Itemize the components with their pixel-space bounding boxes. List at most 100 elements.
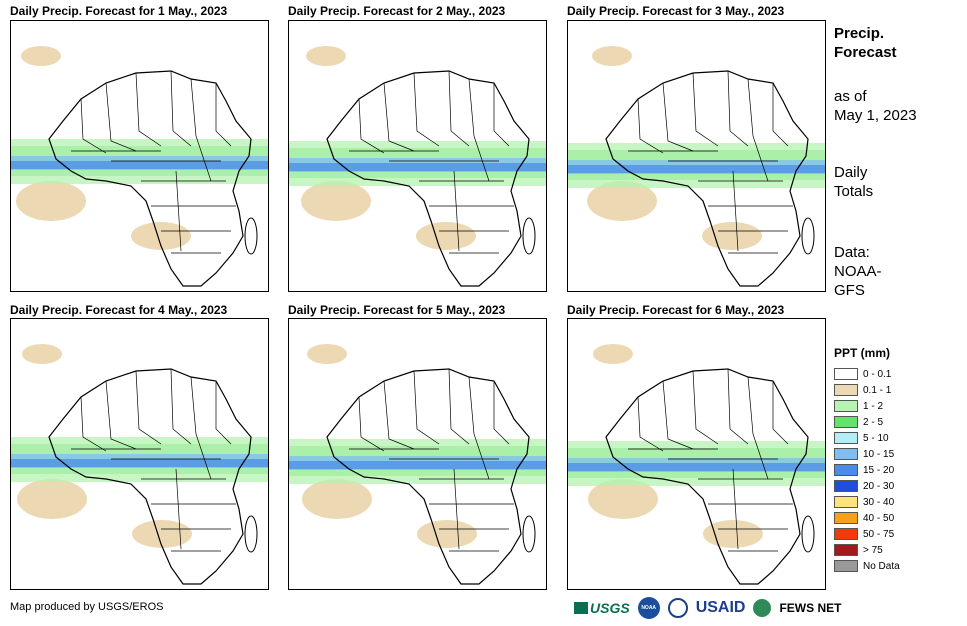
legend-swatch bbox=[834, 368, 858, 380]
country-border bbox=[358, 98, 385, 154]
dry-area bbox=[306, 46, 346, 66]
precip-map bbox=[567, 318, 826, 590]
panel-title: Daily Precip. Forecast for 6 May., 2023 bbox=[567, 303, 785, 317]
madagascar bbox=[244, 515, 258, 553]
totals-line: Daily bbox=[834, 164, 868, 181]
dry-area bbox=[301, 181, 371, 221]
dry-area bbox=[703, 520, 763, 548]
dry-area bbox=[307, 344, 347, 364]
sidebar-data-source: Data: NOAA- GFS bbox=[834, 243, 882, 300]
legend-swatch bbox=[834, 448, 858, 460]
dry-area bbox=[16, 181, 86, 221]
legend-label: > 75 bbox=[863, 544, 883, 556]
rain-band bbox=[11, 459, 268, 467]
country-border bbox=[135, 72, 162, 147]
dry-area bbox=[132, 520, 192, 548]
country-border bbox=[170, 70, 192, 147]
country-border bbox=[453, 170, 460, 252]
fews-globe-icon bbox=[753, 599, 772, 617]
country-border bbox=[105, 380, 137, 450]
country-border bbox=[727, 368, 749, 445]
legend-item: 20 - 30 bbox=[834, 479, 894, 493]
data-line: GFS bbox=[834, 282, 865, 299]
country-border bbox=[662, 380, 694, 450]
legend-item: 40 - 50 bbox=[834, 511, 894, 525]
country-border bbox=[662, 82, 694, 152]
rain-band bbox=[568, 165, 825, 173]
country-border bbox=[215, 83, 232, 147]
sidebar-heading: Precip. Forecast bbox=[834, 24, 897, 62]
africa-map bbox=[568, 344, 825, 585]
country-border bbox=[453, 468, 460, 550]
country-border bbox=[80, 396, 107, 452]
asof-date: May 1, 2023 bbox=[834, 107, 917, 124]
legend-label: 30 - 40 bbox=[863, 496, 895, 508]
country-border bbox=[383, 380, 415, 450]
sidebar-asof: as of May 1, 2023 bbox=[834, 87, 917, 125]
coastline bbox=[48, 70, 252, 287]
legend-swatch bbox=[834, 384, 858, 396]
dry-area bbox=[302, 479, 372, 519]
country-border bbox=[190, 376, 197, 435]
country-border bbox=[692, 72, 719, 147]
dry-area bbox=[131, 222, 191, 250]
legend-label: 40 - 50 bbox=[863, 512, 895, 524]
country-border bbox=[175, 170, 182, 252]
totals-line: Totals bbox=[834, 183, 874, 200]
dry-area bbox=[21, 46, 61, 66]
country-border bbox=[135, 370, 162, 445]
sidebar-totals: Daily Totals bbox=[834, 163, 873, 201]
country-border bbox=[358, 396, 385, 452]
country-border bbox=[448, 70, 470, 147]
legend-item: 15 - 20 bbox=[834, 463, 894, 477]
precip-map bbox=[288, 20, 547, 292]
madagascar bbox=[522, 515, 536, 553]
country-border bbox=[752, 433, 769, 480]
legend-label: 15 - 20 bbox=[863, 464, 895, 476]
legend-swatch bbox=[834, 560, 858, 572]
madagascar bbox=[801, 515, 815, 553]
rain-band bbox=[289, 163, 546, 171]
legend-label: 20 - 30 bbox=[863, 480, 895, 492]
credit-text: Map produced by USGS/EROS bbox=[10, 601, 164, 613]
dry-area bbox=[593, 344, 633, 364]
country-border bbox=[752, 135, 769, 182]
legend-label: 50 - 75 bbox=[863, 528, 895, 540]
legend-label: 10 - 15 bbox=[863, 448, 895, 460]
country-border bbox=[175, 468, 182, 550]
country-border bbox=[732, 468, 739, 550]
precip-map bbox=[10, 20, 269, 292]
dry-area bbox=[587, 181, 657, 221]
dry-area bbox=[592, 46, 632, 66]
africa-map bbox=[289, 344, 546, 585]
country-border bbox=[473, 433, 490, 480]
legend-label: 0 - 0.1 bbox=[863, 368, 892, 380]
panel-title: Daily Precip. Forecast for 2 May., 2023 bbox=[288, 4, 506, 18]
coastline bbox=[605, 368, 809, 585]
logo-bar: USGS NOAA USAID FEWS NET bbox=[574, 596, 841, 620]
panel-title: Daily Precip. Forecast for 3 May., 2023 bbox=[567, 4, 785, 18]
noaa-logo: NOAA bbox=[637, 597, 660, 619]
rain-band bbox=[289, 461, 546, 469]
country-border bbox=[105, 82, 137, 152]
country-border bbox=[170, 368, 192, 445]
legend-swatch bbox=[834, 544, 858, 556]
legend-swatch bbox=[834, 512, 858, 524]
legend-item: 0.1 - 1 bbox=[834, 383, 891, 397]
rain-band bbox=[11, 161, 268, 169]
precip-map bbox=[288, 318, 547, 590]
country-border bbox=[413, 370, 440, 445]
country-border bbox=[468, 376, 475, 435]
legend-item: 50 - 75 bbox=[834, 527, 894, 541]
madagascar bbox=[522, 217, 536, 255]
coastline bbox=[326, 70, 530, 287]
legend-item: 5 - 10 bbox=[834, 431, 889, 445]
country-border bbox=[747, 376, 754, 435]
heading-line: Forecast bbox=[834, 44, 897, 61]
country-border bbox=[80, 98, 107, 154]
country-border bbox=[727, 70, 749, 147]
africa-map bbox=[11, 46, 268, 287]
legend-item: 2 - 5 bbox=[834, 415, 883, 429]
legend-item: 10 - 15 bbox=[834, 447, 894, 461]
fews-logo: FEWS NET bbox=[779, 601, 842, 615]
